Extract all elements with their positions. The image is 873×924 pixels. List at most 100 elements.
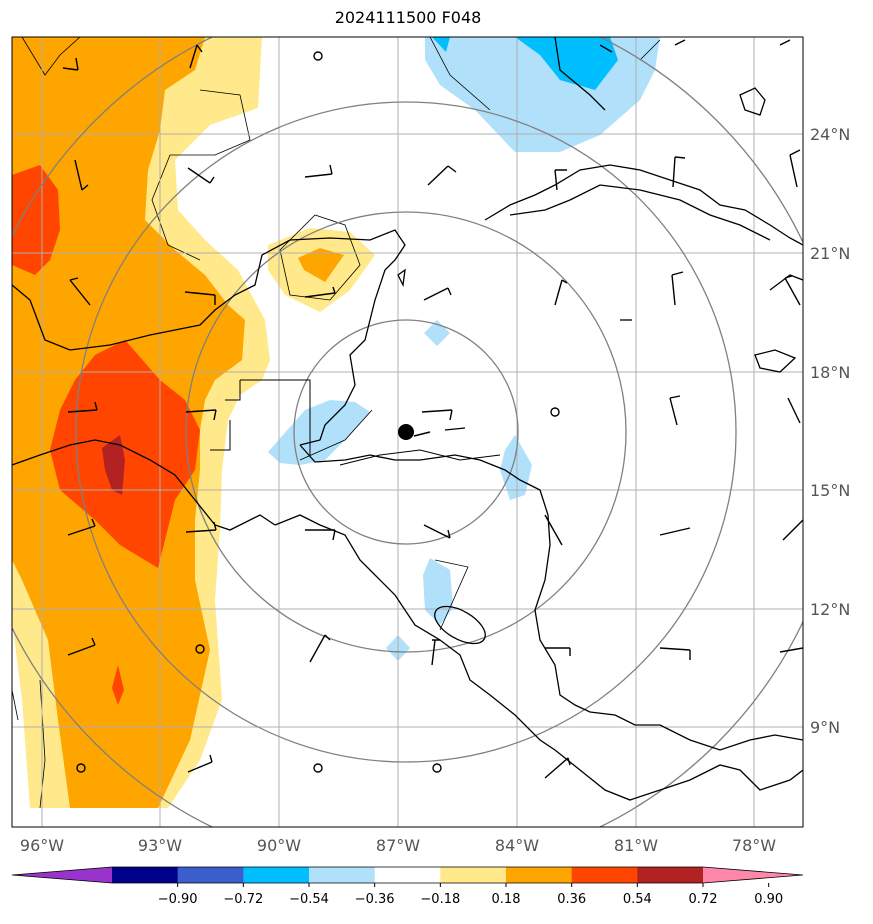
positive-anomaly-darkred-core xyxy=(102,435,125,495)
lat-label: 24°N xyxy=(810,125,850,144)
coastline-bay-islands xyxy=(444,427,466,431)
wind-barb xyxy=(784,275,801,306)
lat-label: 21°N xyxy=(810,244,850,263)
wind-barb xyxy=(309,634,331,663)
coastline-bahamas xyxy=(739,87,766,116)
negative-anomaly-lightblue-honduras xyxy=(500,435,532,500)
anomaly-shading xyxy=(12,37,660,808)
coastline-cuba xyxy=(484,164,803,246)
wind-barb xyxy=(187,754,213,773)
wind-barb xyxy=(67,637,96,656)
contour-line xyxy=(12,689,19,721)
wind-barb xyxy=(669,395,681,426)
wind-barb xyxy=(599,44,613,53)
colorbar-segment xyxy=(243,867,310,883)
wind-barb xyxy=(69,277,91,306)
negative-anomaly-blue-north xyxy=(515,37,618,90)
colorbar-segment xyxy=(637,867,704,883)
calm-wind-marker xyxy=(432,763,442,773)
contour-line xyxy=(429,37,491,111)
lon-label: 84°W xyxy=(495,836,539,855)
wind-barb xyxy=(185,521,217,533)
latitude-labels: 24°N 21°N 18°N 15°N 12°N 9°N xyxy=(810,125,850,737)
colorbar: −0.90 −0.72 −0.54 −0.36 −0.18 0.18 0.36 0.54 0.7… xyxy=(11,866,804,907)
colorbar-segment xyxy=(506,867,573,883)
range-ring-inner xyxy=(293,319,519,545)
wind-barb xyxy=(67,518,96,536)
colorbar-segment xyxy=(374,867,441,883)
range-ring-outer xyxy=(75,101,737,763)
coastline-cuba-south xyxy=(509,184,771,241)
map-plot-area xyxy=(12,37,803,827)
colorbar-extend-high xyxy=(703,867,803,883)
coastline-mexico-pacific xyxy=(12,439,276,531)
calm-wind-marker xyxy=(195,644,205,654)
colorbar-segment xyxy=(177,867,244,883)
coastline-central-america-caribbean xyxy=(299,444,803,751)
map-title: 2024111500 F048 xyxy=(334,8,482,27)
lon-label: 96°W xyxy=(20,836,64,855)
positive-anomaly-orange-spot xyxy=(112,665,124,705)
positive-anomaly-orange-gulf xyxy=(298,248,344,282)
wind-barb xyxy=(189,44,203,69)
wind-barb xyxy=(779,39,791,46)
wind-barb xyxy=(184,291,216,305)
wind-barb xyxy=(779,647,803,653)
coastlines xyxy=(12,37,803,801)
graticule xyxy=(12,37,803,827)
coastline-jamaica xyxy=(754,349,797,373)
lat-label: 15°N xyxy=(810,481,850,500)
storm-center xyxy=(398,424,431,440)
storm-center-marker xyxy=(398,424,414,440)
wind-barb xyxy=(544,514,563,546)
negative-anomaly-lightblue-belize xyxy=(268,400,370,465)
contour-line xyxy=(151,89,251,261)
country-border xyxy=(210,420,231,451)
lon-label: 90°W xyxy=(257,836,301,855)
colorbar-segment xyxy=(571,867,638,883)
coastline-central-america-pacific xyxy=(274,514,803,801)
wind-barb xyxy=(659,647,691,660)
contour-lines xyxy=(12,37,661,809)
wind-barb xyxy=(423,524,451,539)
colorbar-extend-low xyxy=(12,867,112,883)
colorbar-tick-label: 0.54 xyxy=(623,892,652,907)
positive-anomaly-red-northwest xyxy=(12,165,60,275)
lon-label: 87°W xyxy=(376,836,420,855)
wind-barb xyxy=(787,397,801,424)
calm-wind-marker xyxy=(550,407,560,417)
wind-barb xyxy=(304,286,336,298)
lon-label: 78°W xyxy=(732,836,776,855)
coastline-mexico-gulf xyxy=(12,229,406,446)
wind-barb xyxy=(554,279,568,306)
colorbar-tick-label: −0.90 xyxy=(158,892,198,907)
lat-label: 9°N xyxy=(810,718,840,737)
wind-barb xyxy=(545,647,571,656)
colorbar-tick-label: 0.18 xyxy=(492,892,521,907)
colorbar-tick-label: 0.72 xyxy=(689,892,718,907)
range-rings xyxy=(12,37,803,827)
colorbar-segment xyxy=(309,867,376,883)
lat-label: 12°N xyxy=(810,600,850,619)
contour-line xyxy=(21,37,81,76)
calm-wind-marker xyxy=(313,763,323,773)
colorbar-tick-label: 0.90 xyxy=(754,892,783,907)
lon-label: 93°W xyxy=(138,836,182,855)
wind-barb xyxy=(304,164,333,178)
range-ring-middle xyxy=(185,211,627,653)
country-border xyxy=(240,379,311,455)
negative-anomaly-lightblue-nicaragua xyxy=(423,558,453,625)
wind-barb xyxy=(789,149,801,188)
wind-barb xyxy=(305,529,336,541)
colorbar-tick-label: −0.54 xyxy=(289,892,329,907)
wind-barb xyxy=(671,271,684,306)
positive-anomaly-red-west xyxy=(50,340,200,568)
colorbar-outline xyxy=(11,866,804,884)
colorbar-tick-label: −0.18 xyxy=(420,892,460,907)
calm-wind-marker xyxy=(76,763,86,773)
wind-barb xyxy=(674,39,686,46)
lon-label: 81°W xyxy=(614,836,658,855)
wind-barb xyxy=(659,527,691,536)
contour-line xyxy=(639,39,661,61)
